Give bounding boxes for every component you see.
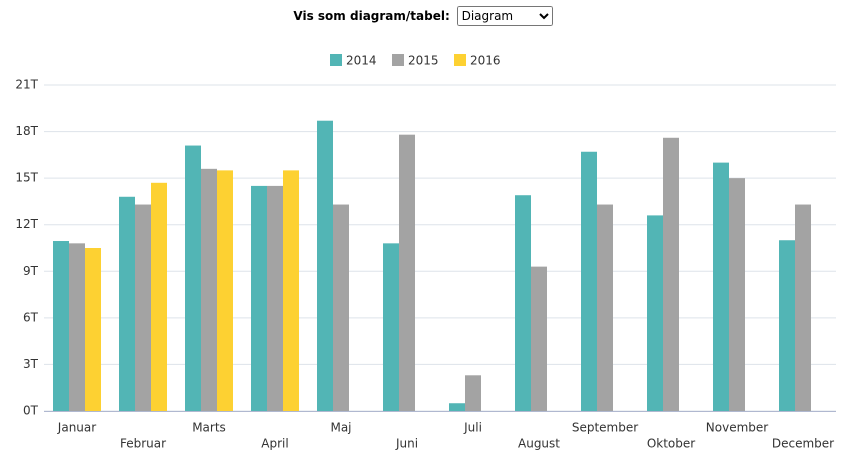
legend-swatch (392, 54, 404, 66)
y-tick-label: 9T (23, 264, 39, 278)
x-tick-label: April (261, 437, 288, 451)
legend-label: 2014 (346, 54, 377, 68)
bar (267, 185, 283, 411)
x-tick-label: Marts (192, 421, 226, 435)
bar (53, 241, 69, 411)
x-tick-label: December (772, 437, 834, 451)
legend-label: 2016 (470, 54, 501, 68)
y-tick-label: 21T (15, 78, 38, 92)
x-tick-label: Januar (57, 421, 96, 435)
bar (251, 185, 267, 411)
bar (317, 120, 333, 411)
bar (713, 162, 729, 411)
x-tick-label: September (572, 421, 638, 435)
y-tick-label: 12T (15, 217, 38, 231)
x-tick-label: November (706, 421, 768, 435)
legend-swatch (454, 54, 466, 66)
x-tick-label: Maj (330, 421, 351, 435)
x-tick-label: Juli (463, 421, 482, 435)
view-select[interactable]: Diagram (456, 6, 553, 26)
bar (383, 243, 399, 411)
bar (779, 240, 795, 411)
y-tick-label: 6T (23, 310, 39, 324)
bar (333, 204, 349, 411)
bar (119, 196, 135, 411)
bar (85, 248, 101, 411)
bar (399, 134, 415, 411)
bar (531, 266, 547, 411)
x-tick-label: August (518, 437, 560, 451)
legend-swatch (330, 54, 342, 66)
bar (283, 170, 299, 411)
bar (69, 243, 85, 411)
bar (647, 215, 663, 411)
x-tick-label: Oktober (647, 437, 695, 451)
bar (135, 204, 151, 411)
bar (663, 137, 679, 411)
y-tick-label: 0T (23, 404, 39, 418)
bar (151, 182, 167, 411)
bar (795, 204, 811, 411)
bar (185, 145, 201, 412)
x-tick-label: Juni (395, 437, 418, 451)
x-tick-label: Februar (120, 437, 166, 451)
bar (449, 403, 465, 411)
legend-label: 2015 (408, 54, 439, 68)
y-tick-label: 15T (15, 171, 38, 185)
bar (597, 204, 613, 411)
view-control: Vis som diagram/tabel: Diagram (0, 6, 846, 26)
bar (201, 168, 217, 411)
bar (581, 151, 597, 411)
bar (515, 195, 531, 411)
bar (729, 178, 745, 411)
y-tick-label: 18T (15, 124, 38, 138)
y-tick-label: 3T (23, 357, 39, 371)
bar (217, 170, 233, 411)
control-label: Vis som diagram/tabel: (293, 9, 450, 23)
bar (465, 375, 481, 411)
